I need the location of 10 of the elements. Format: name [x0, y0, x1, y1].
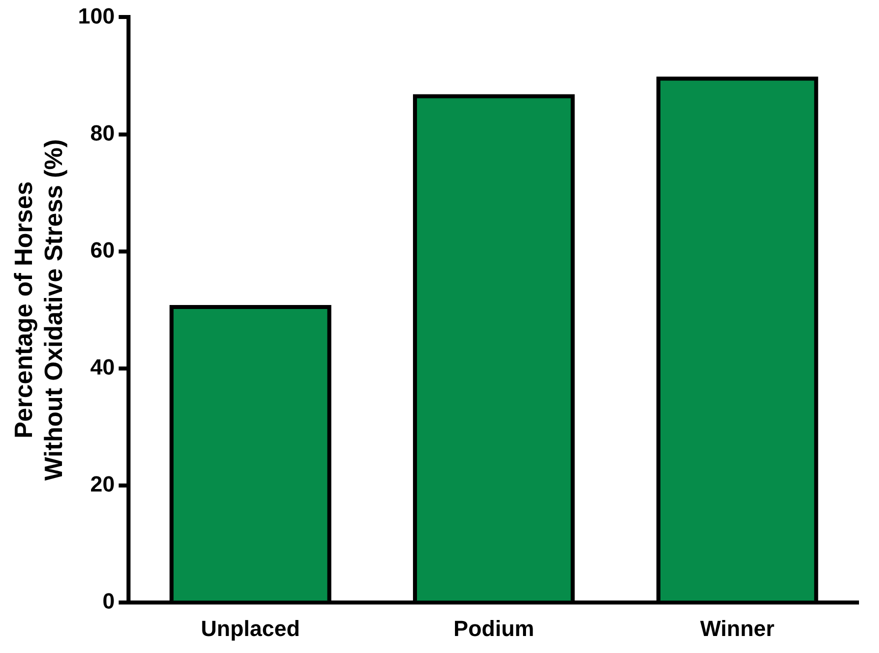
y-tick-label: 80	[90, 120, 115, 146]
y-tick-label: 20	[90, 472, 115, 497]
x-tick-label: Unplaced	[200, 616, 300, 641]
y-tick-label: 60	[90, 237, 115, 262]
y-tick-label: 40	[90, 354, 115, 380]
y-tick-label: 0	[102, 588, 115, 614]
y-axis-title: Percentage of Horses Without Oxidative Stress (%)	[10, 139, 68, 481]
y-tick-label: 100	[78, 3, 115, 28]
x-tick-label: Winner	[700, 616, 775, 641]
x-tick-label: Podium	[454, 616, 534, 641]
